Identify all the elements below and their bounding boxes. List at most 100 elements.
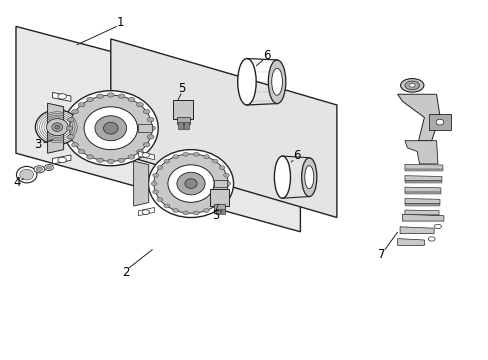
Ellipse shape (69, 95, 152, 161)
Polygon shape (404, 215, 438, 217)
FancyBboxPatch shape (210, 189, 228, 206)
Polygon shape (47, 103, 63, 153)
Ellipse shape (223, 190, 229, 194)
Ellipse shape (427, 237, 434, 241)
Text: 7: 7 (377, 248, 385, 261)
Ellipse shape (434, 224, 441, 229)
Ellipse shape (66, 126, 73, 130)
Ellipse shape (148, 126, 155, 130)
Ellipse shape (86, 155, 93, 159)
Polygon shape (397, 94, 439, 141)
Polygon shape (397, 239, 424, 246)
Polygon shape (52, 93, 71, 102)
Ellipse shape (271, 68, 282, 95)
Ellipse shape (237, 59, 256, 105)
Ellipse shape (86, 97, 93, 102)
Text: 5: 5 (211, 208, 219, 221)
Ellipse shape (172, 155, 178, 158)
Ellipse shape (152, 190, 158, 194)
Ellipse shape (142, 210, 149, 215)
Ellipse shape (435, 119, 443, 125)
Text: 1: 1 (117, 16, 124, 29)
Polygon shape (137, 124, 152, 132)
Ellipse shape (148, 150, 233, 217)
Ellipse shape (193, 211, 199, 215)
FancyBboxPatch shape (214, 204, 224, 211)
Text: 5: 5 (178, 82, 185, 95)
Ellipse shape (167, 165, 214, 202)
FancyBboxPatch shape (172, 100, 193, 119)
Ellipse shape (184, 179, 197, 188)
Ellipse shape (143, 143, 150, 147)
FancyBboxPatch shape (177, 117, 189, 124)
FancyBboxPatch shape (220, 209, 224, 214)
Polygon shape (133, 161, 148, 206)
Ellipse shape (95, 116, 126, 141)
Ellipse shape (219, 166, 224, 170)
Polygon shape (16, 26, 300, 232)
Ellipse shape (163, 159, 169, 163)
Ellipse shape (36, 167, 42, 171)
Text: 4: 4 (14, 176, 21, 189)
Ellipse shape (52, 123, 62, 131)
Polygon shape (138, 207, 154, 216)
FancyBboxPatch shape (178, 122, 183, 129)
Ellipse shape (301, 158, 316, 197)
Ellipse shape (136, 149, 143, 154)
Text: 6: 6 (262, 49, 269, 62)
Polygon shape (402, 214, 443, 221)
Ellipse shape (107, 159, 114, 163)
Ellipse shape (157, 198, 163, 202)
Polygon shape (404, 181, 441, 183)
Ellipse shape (274, 156, 290, 198)
Ellipse shape (128, 97, 135, 102)
Ellipse shape (193, 152, 199, 156)
Ellipse shape (35, 110, 79, 144)
Polygon shape (52, 155, 71, 164)
Ellipse shape (219, 198, 224, 202)
Ellipse shape (118, 158, 124, 162)
Text: 3: 3 (34, 138, 41, 151)
Polygon shape (404, 210, 438, 215)
Polygon shape (404, 169, 442, 171)
Ellipse shape (63, 91, 158, 166)
Text: 2: 2 (122, 266, 129, 279)
Polygon shape (399, 227, 433, 234)
Ellipse shape (78, 149, 85, 154)
FancyBboxPatch shape (184, 122, 189, 129)
Ellipse shape (84, 107, 137, 150)
Ellipse shape (71, 143, 78, 147)
Polygon shape (404, 203, 439, 206)
Ellipse shape (157, 166, 163, 170)
Polygon shape (404, 176, 441, 181)
Ellipse shape (163, 204, 169, 208)
Ellipse shape (97, 94, 103, 98)
Ellipse shape (118, 94, 124, 98)
Ellipse shape (154, 154, 228, 213)
Polygon shape (111, 39, 336, 217)
Polygon shape (404, 187, 440, 192)
Ellipse shape (147, 135, 154, 139)
Ellipse shape (404, 81, 419, 90)
Ellipse shape (304, 166, 313, 189)
Polygon shape (138, 152, 154, 159)
Polygon shape (404, 199, 439, 203)
Ellipse shape (46, 166, 51, 169)
Ellipse shape (203, 155, 209, 158)
Ellipse shape (183, 152, 188, 156)
Ellipse shape (55, 125, 60, 129)
Polygon shape (404, 192, 440, 194)
Ellipse shape (67, 135, 74, 139)
Ellipse shape (78, 103, 85, 107)
Ellipse shape (172, 208, 178, 212)
Polygon shape (404, 164, 442, 169)
Ellipse shape (97, 158, 103, 162)
Text: 6: 6 (292, 149, 300, 162)
Ellipse shape (46, 118, 68, 136)
Ellipse shape (268, 60, 285, 104)
FancyBboxPatch shape (215, 209, 220, 214)
Polygon shape (404, 141, 437, 164)
Ellipse shape (183, 211, 188, 215)
Ellipse shape (71, 109, 78, 114)
Ellipse shape (58, 94, 66, 99)
